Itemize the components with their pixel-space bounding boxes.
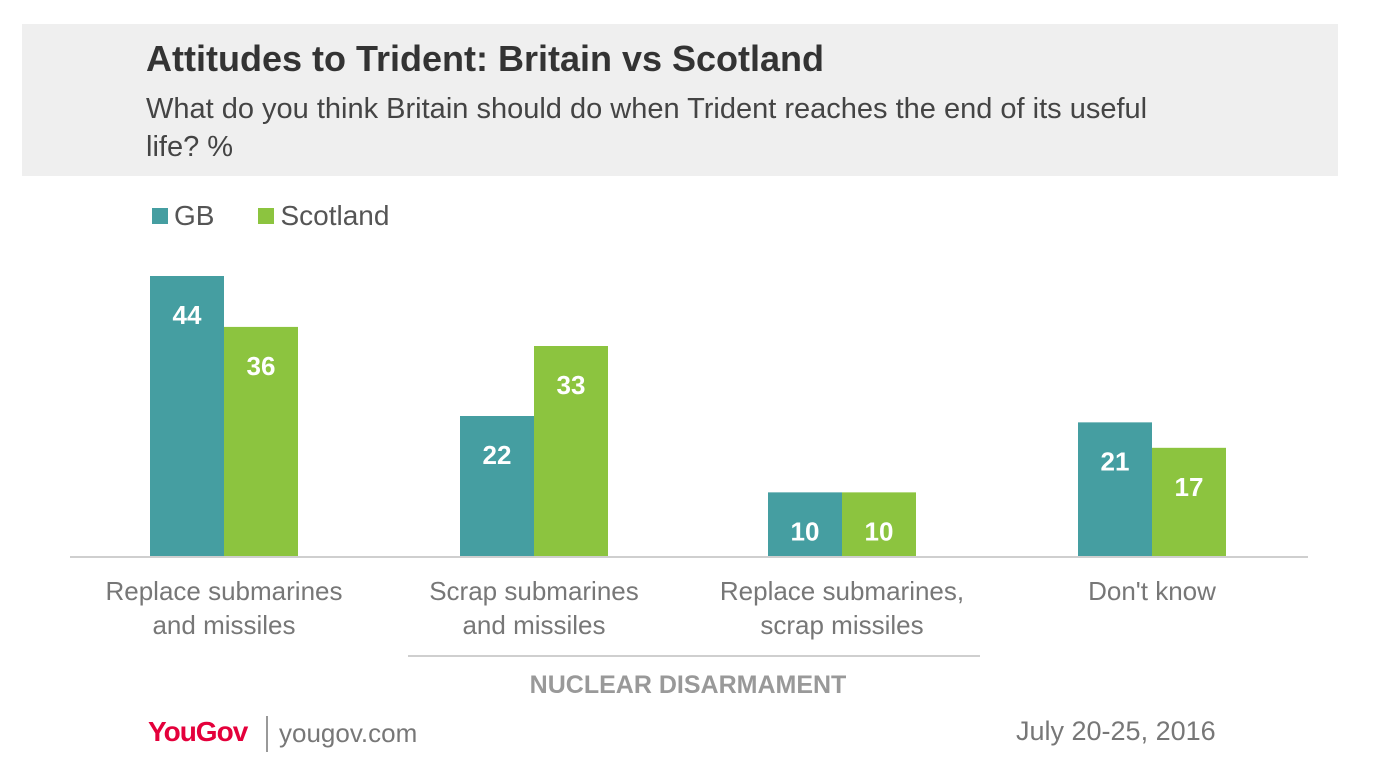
bar-scotland-2 bbox=[842, 492, 916, 556]
bar-scotland-0 bbox=[224, 326, 298, 556]
category-label-0-line-1: and missiles bbox=[152, 610, 295, 640]
data-label-gb-0: 44 bbox=[173, 300, 202, 330]
legend-item-scotland: Scotland bbox=[258, 200, 389, 232]
data-label-scotland-3: 17 bbox=[1175, 472, 1204, 502]
data-label-scotland-2: 10 bbox=[865, 516, 894, 546]
bar-gb-1 bbox=[460, 416, 534, 556]
chart-title: Attitudes to Trident: Britain vs Scotlan… bbox=[146, 38, 825, 79]
legend-label-scotland: Scotland bbox=[280, 200, 390, 231]
legend-item-gb: GB bbox=[152, 200, 214, 232]
bar-scotland-1 bbox=[534, 346, 608, 556]
chart-subtitle: What do you think Britain should do when… bbox=[146, 93, 1148, 163]
category-label-2-line-1: scrap missiles bbox=[760, 610, 923, 640]
chart-header: Attitudes to Trident: Britain vs Scotlan… bbox=[22, 24, 1338, 176]
data-label-gb-3: 21 bbox=[1101, 446, 1130, 476]
category-label-0-line-0: Replace submarines bbox=[105, 576, 342, 606]
data-label-gb-2: 10 bbox=[791, 516, 820, 546]
bar-scotland-3 bbox=[1152, 447, 1226, 556]
bar-gb-3 bbox=[1078, 422, 1152, 556]
survey-date: July 20-25, 2016 bbox=[1016, 716, 1216, 746]
group-annotation-label: NUCLEAR DISARMAMENT bbox=[530, 671, 847, 699]
category-label-3-line-0: Don't know bbox=[1088, 576, 1216, 606]
category-label-2-line-0: Replace submarines, bbox=[720, 576, 964, 606]
footer-divider bbox=[266, 716, 268, 752]
bar-gb-2 bbox=[768, 492, 842, 556]
legend-swatch-scotland bbox=[258, 208, 275, 224]
bar-gb-0 bbox=[150, 276, 224, 556]
legend-swatch-gb bbox=[152, 208, 168, 224]
category-label-1-line-0: Scrap submarines bbox=[429, 576, 639, 606]
data-label-gb-1: 22 bbox=[483, 440, 512, 470]
data-label-scotland-0: 36 bbox=[247, 351, 276, 381]
footer-url: yougov.com bbox=[279, 718, 418, 748]
data-label-scotland-1: 33 bbox=[557, 370, 586, 400]
yougov-logo: YouGov bbox=[148, 716, 248, 747]
category-label-1-line-1: and missiles bbox=[462, 610, 605, 640]
legend-label-gb: GB bbox=[174, 200, 215, 231]
chart-legend: GB Scotland bbox=[152, 200, 433, 232]
